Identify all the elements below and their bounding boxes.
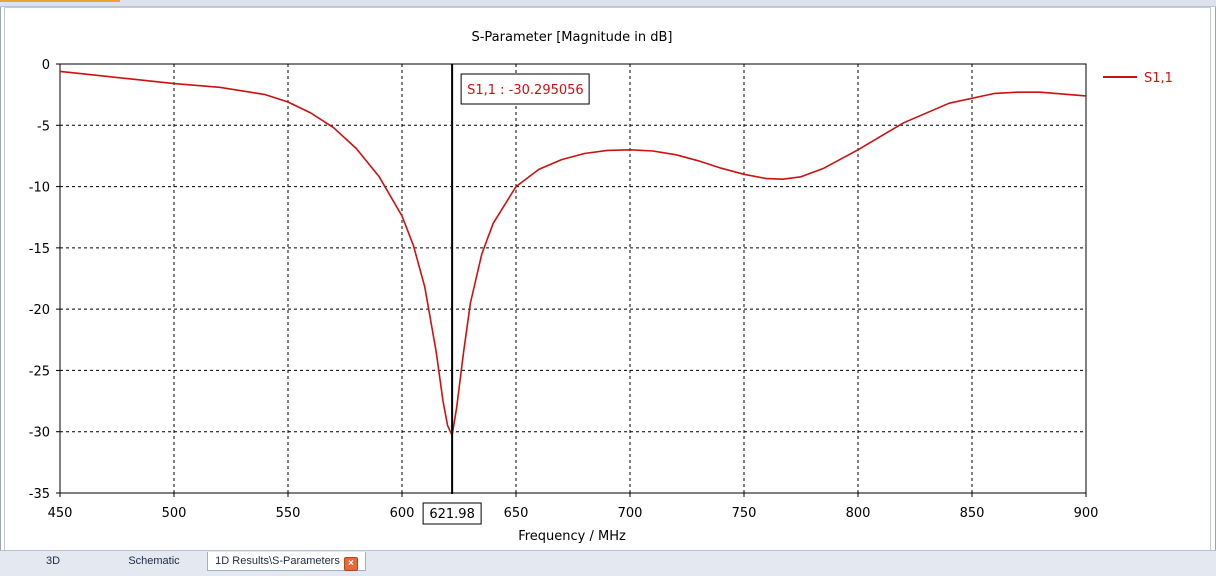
bottom-tab-bar: 3D Schematic 1D Results\S-Parameters × bbox=[0, 550, 1216, 576]
marker-readout-text: S1,1 : -30.295056 bbox=[467, 83, 584, 98]
legend-label-s11[interactable]: S1,1 bbox=[1144, 71, 1173, 86]
y-tick-label: -25 bbox=[29, 364, 50, 379]
y-tick-label: 0 bbox=[42, 58, 50, 73]
curve-layer bbox=[59, 70, 1087, 437]
marker-x-value: 621.98 bbox=[429, 507, 475, 522]
series-line-s11 bbox=[59, 70, 1087, 437]
y-tick-label: -20 bbox=[29, 303, 50, 318]
chart-title: S-Parameter [Magnitude in dB] bbox=[471, 30, 672, 45]
title-strip bbox=[0, 0, 1216, 7]
y-tick-label: -35 bbox=[29, 487, 50, 502]
plot-area[interactable]: S-Parameter [Magnitude in dB] 450 500 550 6… bbox=[4, 7, 1211, 552]
tab-schematic-label: Schematic bbox=[128, 555, 180, 567]
x-tick-label: 500 bbox=[162, 506, 187, 521]
x-tick-label: 450 bbox=[48, 506, 73, 521]
y-tick-label: -15 bbox=[29, 242, 50, 257]
x-tick-label: 700 bbox=[618, 506, 643, 521]
marker-readout-box bbox=[460, 73, 590, 105]
s-parameter-chart[interactable]: S-Parameter [Magnitude in dB] 450 500 550 6… bbox=[5, 8, 1210, 551]
x-tick-label: 750 bbox=[732, 506, 757, 521]
x-tick-label: 650 bbox=[504, 506, 529, 521]
axes: 450 500 550 600 650 700 750 800 850 900 0 -5 -10 -15 -… bbox=[29, 58, 1099, 521]
x-tick-label: 900 bbox=[1074, 506, 1099, 521]
y-tick-label: -10 bbox=[29, 181, 50, 196]
marker-layer[interactable]: S1,1 : -30.295056 621.98 bbox=[422, 64, 590, 525]
tab-1d-results-label: 1D Results\S-Parameters bbox=[215, 555, 340, 567]
tab-1d-results-s-parameters[interactable]: 1D Results\S-Parameters × bbox=[207, 552, 366, 571]
grid-lines bbox=[60, 64, 1086, 493]
tab-3d[interactable]: 3D bbox=[30, 552, 76, 570]
x-tick-label: 800 bbox=[846, 506, 871, 521]
y-tick-label: -5 bbox=[37, 119, 50, 134]
x-axis-label: Frequency / MHz bbox=[518, 529, 626, 544]
close-icon[interactable]: × bbox=[343, 557, 358, 571]
tab-3d-label: 3D bbox=[45, 555, 61, 567]
x-tick-label: 850 bbox=[960, 506, 985, 521]
x-tick-label: 550 bbox=[276, 506, 301, 521]
marker-x-value-box bbox=[422, 502, 482, 525]
y-tick-label: -30 bbox=[29, 426, 50, 441]
title-accent bbox=[0, 0, 120, 2]
tab-schematic[interactable]: Schematic bbox=[108, 552, 200, 570]
x-tick-label: 600 bbox=[390, 506, 415, 521]
plot-frame bbox=[59, 63, 1087, 494]
legend[interactable]: S1,1 bbox=[1103, 71, 1173, 86]
